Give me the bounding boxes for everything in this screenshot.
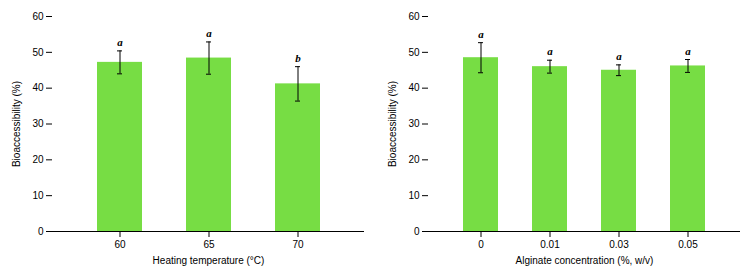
svg-text:40: 40 <box>32 82 44 93</box>
svg-text:Heating temperature (°C): Heating temperature (°C) <box>153 255 265 266</box>
svg-text:60: 60 <box>114 239 126 250</box>
svg-text:b: b <box>295 52 301 64</box>
svg-text:0.03: 0.03 <box>609 239 629 250</box>
svg-text:0.05: 0.05 <box>678 239 698 250</box>
svg-text:60: 60 <box>408 11 420 22</box>
svg-text:a: a <box>685 45 691 57</box>
svg-text:a: a <box>547 45 553 57</box>
svg-text:Bioaccessibility (%): Bioaccessibility (%) <box>11 81 22 167</box>
svg-text:a: a <box>616 50 622 62</box>
svg-text:20: 20 <box>408 154 420 165</box>
svg-text:70: 70 <box>292 239 304 250</box>
svg-text:Bioaccessibility (%): Bioaccessibility (%) <box>387 81 398 167</box>
svg-text:0: 0 <box>38 226 44 237</box>
svg-text:30: 30 <box>32 118 44 129</box>
svg-text:0.01: 0.01 <box>540 239 560 250</box>
svg-text:a: a <box>206 27 212 39</box>
svg-text:Alginate concentration (%, w/v: Alginate concentration (%, w/v) <box>516 255 654 266</box>
svg-text:30: 30 <box>408 118 420 129</box>
svg-text:20: 20 <box>32 154 44 165</box>
svg-text:a: a <box>478 28 484 40</box>
svg-text:a: a <box>117 36 123 48</box>
svg-text:50: 50 <box>32 47 44 58</box>
svg-text:10: 10 <box>32 190 44 201</box>
svg-text:0: 0 <box>414 226 420 237</box>
svg-text:65: 65 <box>203 239 215 250</box>
svg-text:50: 50 <box>408 47 420 58</box>
svg-text:0: 0 <box>478 239 484 250</box>
svg-text:60: 60 <box>32 11 44 22</box>
svg-text:10: 10 <box>408 190 420 201</box>
svg-text:40: 40 <box>408 82 420 93</box>
